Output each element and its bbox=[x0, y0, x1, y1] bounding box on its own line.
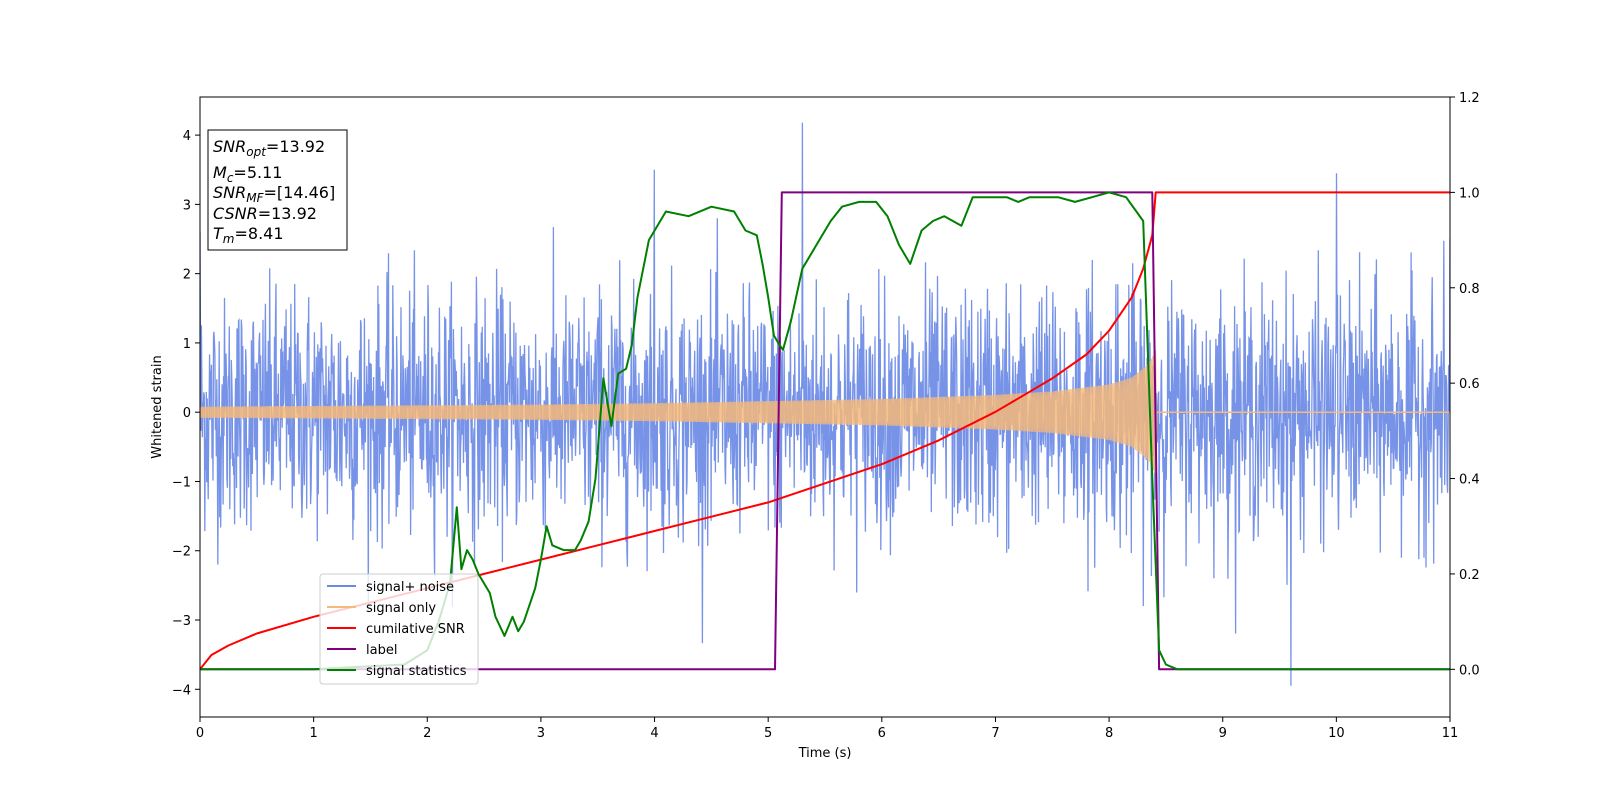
x-tick-label: 11 bbox=[1442, 726, 1459, 741]
y-tick-label: 2 bbox=[183, 268, 191, 283]
y-axis-right: 0.0 0.2 0.4 0.6 0.8 1.0 1.2 bbox=[1450, 91, 1480, 678]
series-cumulative-snr bbox=[200, 191, 1450, 670]
y-axis-left: −4 −3 −2 −1 0 1 2 3 4 bbox=[172, 129, 200, 698]
info-snr-mf: SNRMF=[14.46] bbox=[213, 183, 335, 205]
x-tick-label: 1 bbox=[309, 726, 317, 741]
x-axis: 0 1 2 3 4 5 6 7 8 9 10 11 bbox=[196, 717, 1458, 741]
x-tick-label: 7 bbox=[991, 726, 999, 741]
series-signal-statistics bbox=[200, 191, 1450, 671]
y-tick-label: −1 bbox=[172, 475, 191, 490]
axes-frame bbox=[199, 96, 1451, 718]
x-tick-label: 10 bbox=[1328, 726, 1345, 741]
x-tick-label: 3 bbox=[537, 726, 545, 741]
y-tick-label: −3 bbox=[172, 614, 191, 629]
y-tick-label: −2 bbox=[172, 545, 191, 560]
x-tick-label: 8 bbox=[1105, 726, 1113, 741]
legend-label-signal-only: signal only bbox=[366, 601, 436, 616]
legend: signal+ noise signal only cumilative SNR… bbox=[319, 573, 479, 685]
legend-label-cumulative-snr: cumilative SNR bbox=[366, 622, 465, 637]
series-signal-noise bbox=[200, 122, 1450, 686]
x-tick-label: 2 bbox=[423, 726, 431, 741]
info-box-frame bbox=[207, 129, 348, 251]
legend-label-signal-noise: signal+ noise bbox=[366, 580, 454, 595]
x-tick-label: 4 bbox=[650, 726, 658, 741]
info-snr-opt: SNRopt=13.92 bbox=[213, 137, 325, 159]
info-tm: Tm=8.41 bbox=[213, 224, 284, 246]
x-tick-label: 9 bbox=[1219, 726, 1227, 741]
legend-label-signal-statistics: signal statistics bbox=[366, 664, 467, 679]
y2-tick-label: 0.8 bbox=[1459, 282, 1480, 297]
y2-tick-label: 0.6 bbox=[1459, 377, 1480, 392]
y-axis-label: Whitened strain bbox=[150, 355, 165, 458]
y-tick-label: 1 bbox=[183, 337, 191, 352]
y2-tick-label: 1.0 bbox=[1459, 186, 1480, 201]
y2-tick-label: 0.0 bbox=[1459, 663, 1480, 678]
info-csnr: CSNR=13.92 bbox=[213, 204, 317, 223]
y2-tick-label: 0.4 bbox=[1459, 473, 1480, 488]
x-tick-label: 6 bbox=[878, 726, 886, 741]
y-tick-label: −4 bbox=[172, 683, 191, 698]
y-tick-label: 3 bbox=[183, 198, 191, 213]
y2-tick-label: 1.2 bbox=[1459, 91, 1480, 106]
y-tick-label: 0 bbox=[183, 406, 191, 421]
info-box: SNRopt=13.92 Mc=5.11 SNRMF=[14.46] CSNR=… bbox=[207, 129, 348, 251]
y2-tick-label: 0.2 bbox=[1459, 568, 1480, 583]
y-tick-label: 4 bbox=[183, 129, 191, 144]
legend-frame bbox=[319, 573, 479, 685]
info-mc: Mc=5.11 bbox=[213, 163, 282, 185]
legend-label-label: label bbox=[366, 643, 397, 658]
plot-area bbox=[200, 122, 1450, 686]
x-tick-label: 5 bbox=[764, 726, 772, 741]
x-axis-label: Time (s) bbox=[798, 746, 852, 761]
x-tick-label: 0 bbox=[196, 726, 204, 741]
